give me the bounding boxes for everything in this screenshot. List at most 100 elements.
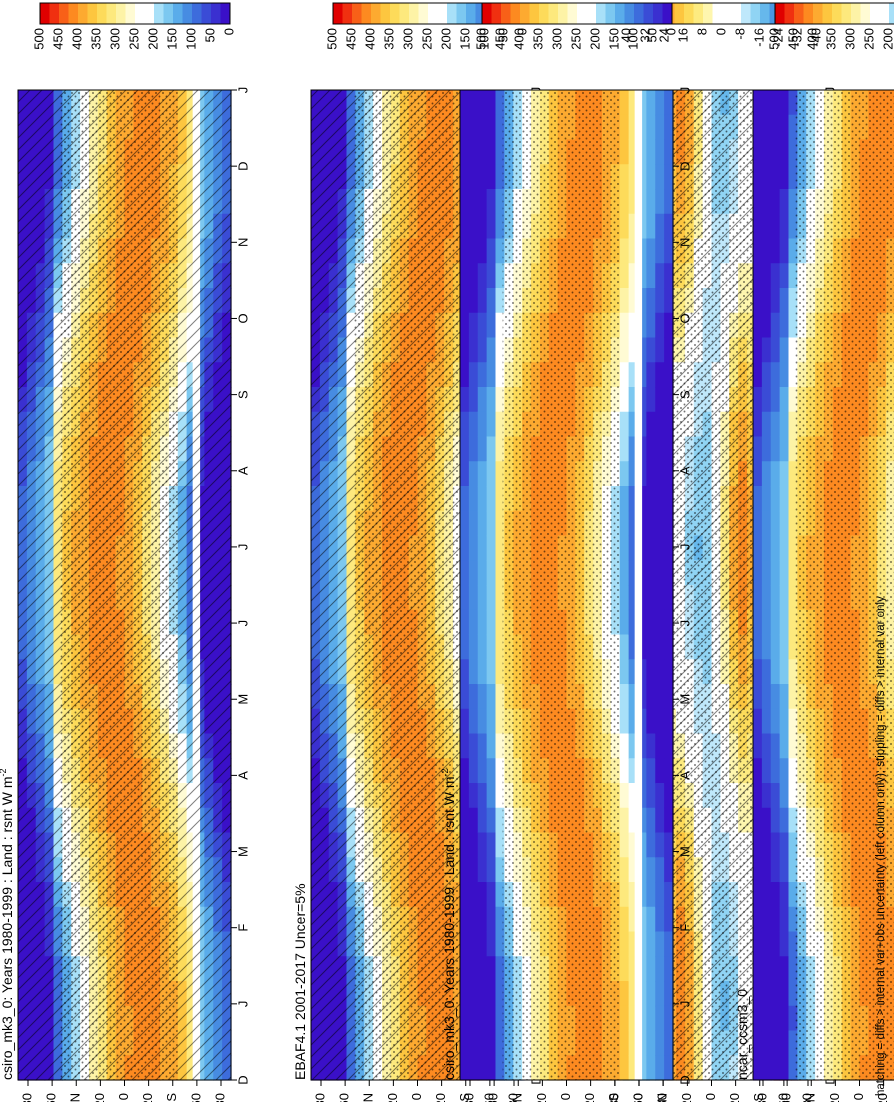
heatmap-cell <box>664 659 674 685</box>
heatmap-cell <box>460 906 470 933</box>
heatmap-cell <box>468 807 479 834</box>
heatmap-cell <box>460 931 470 957</box>
heatmap-cell <box>761 288 772 314</box>
colorbar-label: 250 <box>568 28 583 50</box>
heatmap-cell <box>619 981 630 1007</box>
heatmap-cell <box>753 189 763 215</box>
colorbar-label: 100 <box>625 28 640 50</box>
heatmap-cell <box>468 213 479 240</box>
heatmap-cell <box>637 387 647 413</box>
heatmap-cell <box>486 461 497 487</box>
heatmap-cell <box>628 882 639 908</box>
heatmap-cell <box>460 238 470 264</box>
heatmap-cell <box>495 535 505 561</box>
heatmap-cell <box>628 263 639 289</box>
heatmap-cell <box>770 931 781 957</box>
heatmap-cell <box>468 139 479 165</box>
heatmap-cell <box>460 634 470 660</box>
heatmap-cell <box>619 956 630 982</box>
heatmap-cell <box>779 139 790 165</box>
heatmap-cell <box>460 882 470 908</box>
heatmap-cell <box>628 387 639 413</box>
heatmap-cell <box>495 387 505 413</box>
heatmap-cell <box>779 733 790 759</box>
lat-label: 20 <box>582 1093 597 1102</box>
heatmap-cell <box>619 758 630 784</box>
heatmap-cell <box>468 337 479 363</box>
heatmap-cell <box>779 486 790 512</box>
heatmap-cell <box>664 708 674 735</box>
colorbar-label: 350 <box>530 28 545 50</box>
heatmap-cell <box>619 733 630 759</box>
heatmap-cell <box>477 411 488 438</box>
heatmap-cell <box>468 832 479 858</box>
heatmap-cell <box>468 114 479 141</box>
heatmap-cell <box>619 164 630 190</box>
colorbar-swatch <box>125 3 136 24</box>
heatmap-cell <box>619 1005 630 1032</box>
heatmap-cell <box>646 362 656 388</box>
heatmap-cell <box>468 90 479 116</box>
colorbar-swatch <box>380 3 391 24</box>
month-label: J <box>235 87 250 94</box>
colorbar-label: 40 <box>618 28 633 42</box>
heatmap-cell <box>761 387 772 413</box>
month-label: J <box>677 620 692 627</box>
heatmap-cell <box>468 263 479 289</box>
lat-label: °S <box>606 1093 621 1102</box>
heatmap-cell <box>779 362 790 388</box>
heatmap-cell <box>628 486 639 512</box>
heatmap-cell <box>753 609 763 636</box>
heatmap-cell <box>628 312 639 339</box>
heatmap-cell <box>628 461 639 487</box>
heatmap-cell <box>486 832 497 858</box>
heatmap-cell <box>788 1005 798 1032</box>
heatmap-cell <box>637 263 647 289</box>
heatmap-cell <box>779 783 790 809</box>
colorbar-swatch <box>418 3 429 24</box>
heatmap-cell <box>761 535 772 561</box>
heatmap-cell <box>753 560 763 586</box>
heatmap-cell <box>770 312 781 339</box>
month-label: A <box>235 771 250 780</box>
heatmap-cell <box>655 164 665 190</box>
heatmap-cell <box>495 461 505 487</box>
heatmap-cell <box>664 337 674 363</box>
heatmap-cell <box>788 362 798 388</box>
heatmap-cell <box>788 981 798 1007</box>
colorbar-swatch <box>586 3 597 24</box>
heatmap-cell <box>664 461 674 487</box>
heatmap-cell <box>628 90 639 116</box>
heatmap-cell <box>628 238 639 264</box>
colorbar: 500 450 400 350 300 250 200 150 100 50 0 <box>324 2 529 50</box>
colorbar-label: 450 <box>492 28 507 50</box>
heatmap-cell <box>664 288 674 314</box>
colorbar-swatch <box>722 3 732 24</box>
heatmap-cell <box>619 189 630 215</box>
heatmap-cell <box>655 486 665 512</box>
heatmap-cell <box>646 758 656 784</box>
colorbar-label: 200 <box>438 28 453 50</box>
heatmap-cell <box>761 585 772 611</box>
heatmap-cell <box>646 857 656 883</box>
heatmap-cell <box>637 213 647 240</box>
heatmap-cell <box>637 733 647 759</box>
heatmap-cell <box>788 189 798 215</box>
heatmap-cell <box>619 90 630 116</box>
heatmap-cell <box>646 337 656 363</box>
heatmap-cell <box>779 807 790 834</box>
heatmap-cell <box>619 684 630 710</box>
heatmap-cell <box>761 90 772 116</box>
heatmap-cell <box>637 832 647 858</box>
heatmap-cell <box>655 114 665 141</box>
heatmap-cell <box>628 535 639 561</box>
lat-label: °N <box>655 1093 670 1102</box>
heatmap-cell <box>770 189 781 215</box>
heatmap-cell <box>788 783 798 809</box>
heatmap-cell <box>486 807 497 834</box>
heatmap-cell <box>646 807 656 834</box>
colorbar-swatch <box>40 3 50 24</box>
heatmap-cell <box>655 461 665 487</box>
heatmap-cell <box>655 857 665 883</box>
